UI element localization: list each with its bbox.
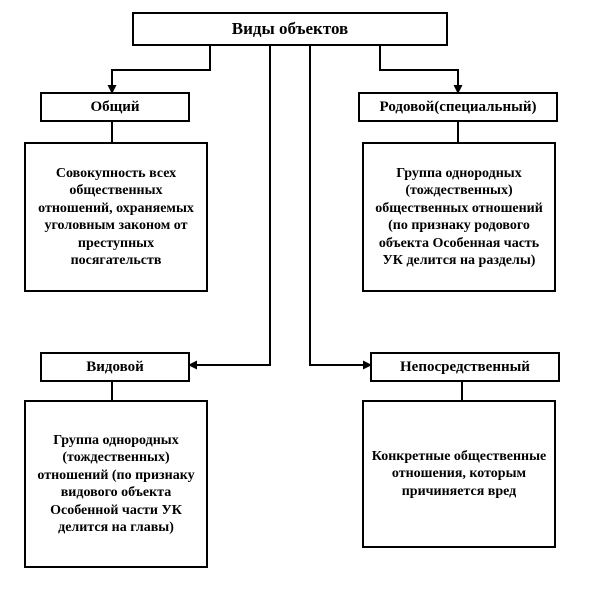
diagram-title: Виды объектов [132, 12, 448, 46]
node-species-header: Видовой [40, 352, 190, 382]
node-species-desc-text: Группа однородных (тождественных) отноше… [32, 432, 200, 537]
node-direct-desc-text: Конкретные общественные отношения, котор… [370, 448, 548, 501]
node-species-header-text: Видовой [86, 358, 144, 377]
node-general-header: Общий [40, 92, 190, 122]
node-generic-header-text: Родовой(специальный) [380, 98, 537, 117]
edge-title-generic [380, 46, 458, 92]
node-general-desc: Совокупность всех общественных отношений… [24, 142, 208, 292]
node-generic-header: Родовой(специальный) [358, 92, 558, 122]
node-general-header-text: Общий [90, 98, 139, 117]
node-generic-desc-text: Группа однородных (тождественных) общест… [370, 165, 548, 270]
node-direct-header: Непосредственный [370, 352, 560, 382]
node-general-desc-text: Совокупность всех общественных отношений… [32, 165, 200, 270]
node-generic-desc: Группа однородных (тождественных) общест… [362, 142, 556, 292]
title-text: Виды объектов [232, 18, 348, 39]
node-direct-desc: Конкретные общественные отношения, котор… [362, 400, 556, 548]
edge-title-general [112, 46, 210, 92]
node-species-desc: Группа однородных (тождественных) отноше… [24, 400, 208, 568]
node-direct-header-text: Непосредственный [400, 358, 530, 377]
